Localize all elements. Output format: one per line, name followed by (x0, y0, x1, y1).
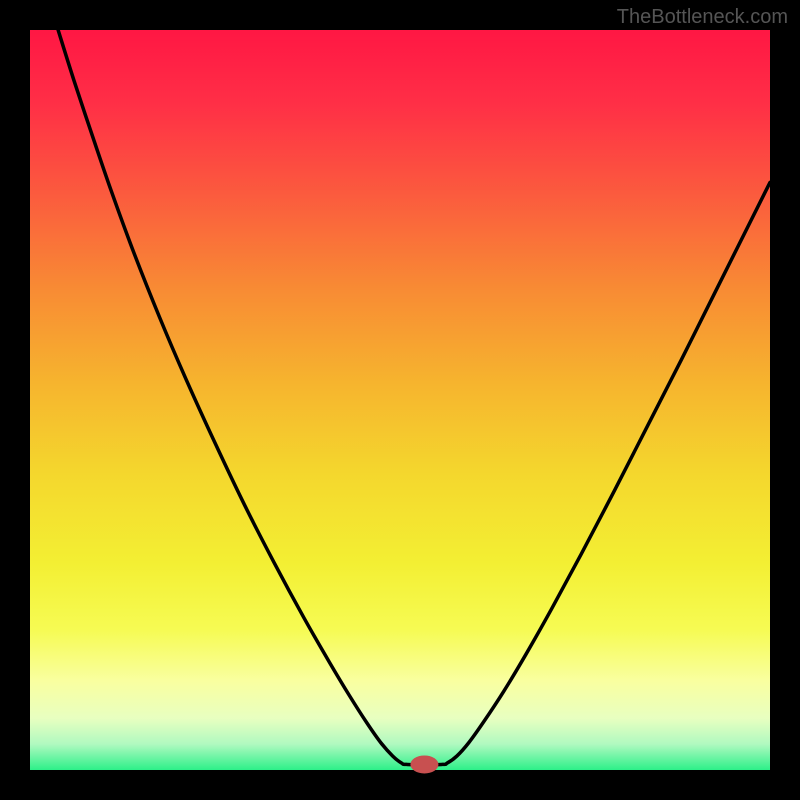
bottleneck-chart (0, 0, 800, 800)
optimal-point-marker (410, 755, 438, 773)
chart-container: TheBottleneck.com (0, 0, 800, 800)
watermark-text: TheBottleneck.com (617, 6, 788, 29)
